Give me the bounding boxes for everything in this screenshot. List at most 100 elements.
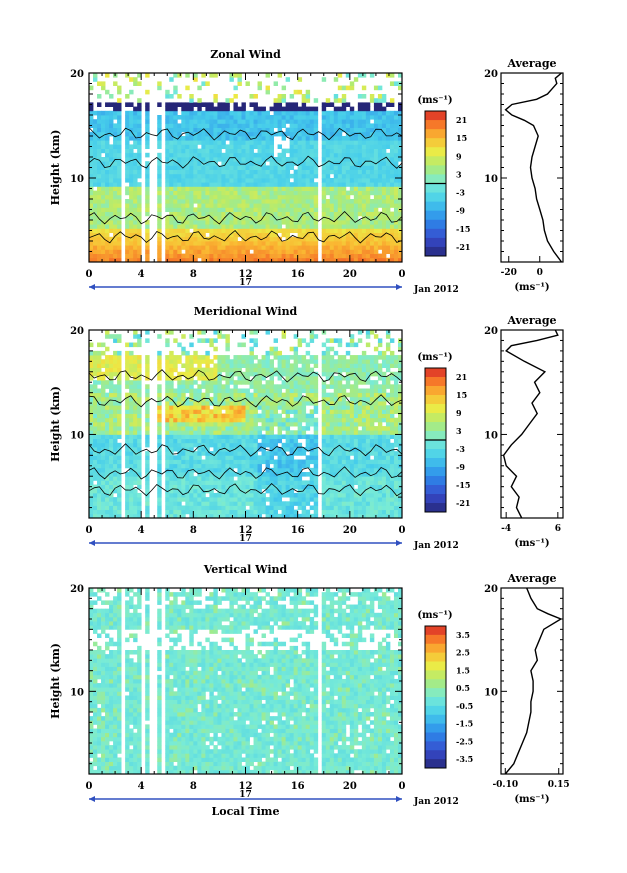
heatmap-cell — [273, 338, 278, 343]
heatmap-cell — [329, 169, 335, 175]
heatmap-cell — [329, 253, 335, 259]
heatmap-cell — [249, 359, 254, 364]
heatmap-cell — [145, 442, 150, 448]
heatmap-cell — [229, 434, 234, 440]
heatmap-cell — [337, 131, 343, 137]
heatmap-cell — [249, 165, 254, 170]
heatmap-cell — [373, 186, 379, 191]
heatmap-cell — [193, 215, 198, 221]
heatmap-cell — [269, 476, 274, 481]
heatmap-cell — [169, 232, 174, 238]
heatmap-cell — [229, 241, 234, 246]
heatmap-cell — [157, 480, 162, 485]
heatmap-cell — [229, 249, 234, 254]
heatmap-cell — [193, 380, 198, 385]
heatmap-cell — [285, 396, 291, 402]
heatmap-cell — [225, 119, 230, 124]
heatmap-cell — [133, 367, 138, 373]
heatmap-cell — [325, 359, 331, 364]
heatmap-cell — [365, 131, 371, 137]
heatmap-cell — [377, 190, 383, 196]
heatmap-cell — [105, 186, 110, 191]
heatmap-cell — [309, 140, 315, 145]
heatmap-cell — [313, 375, 319, 381]
heatmap-cell — [293, 442, 299, 448]
heatmap-cell — [117, 484, 122, 490]
heatmap-cell — [125, 384, 130, 389]
heatmap-cell — [89, 140, 94, 145]
heatmap-cell — [101, 384, 106, 389]
heatmap-cell — [257, 492, 262, 498]
heatmap-cell — [101, 215, 106, 221]
heatmap-cell — [105, 346, 110, 352]
heatmap-cell — [157, 123, 162, 128]
heatmap-cell — [281, 194, 287, 200]
heatmap-cell — [297, 396, 303, 402]
heatmap-cell — [233, 123, 238, 128]
heatmap-cell — [285, 359, 291, 364]
heatmap-cell — [105, 245, 110, 250]
heatmap-cell — [185, 472, 190, 477]
heatmap-cell — [245, 186, 250, 191]
heatmap-cell — [225, 371, 230, 377]
heatmap-cell — [125, 446, 130, 452]
heatmap-cell — [129, 501, 134, 506]
heatmap-cell — [393, 253, 399, 259]
heatmap-cell — [113, 350, 118, 356]
heatmap-cell — [381, 245, 387, 250]
heatmap-cell — [341, 152, 347, 158]
heatmap-cell — [125, 73, 130, 78]
heatmap-cell — [241, 186, 246, 191]
heatmap-cell — [253, 430, 258, 435]
heatmap-cell — [173, 426, 178, 431]
heatmap-cell — [305, 232, 311, 238]
heatmap-cell — [293, 363, 299, 368]
heatmap-cell — [393, 119, 399, 124]
heatmap-cell — [265, 438, 270, 444]
heatmap-cell — [173, 417, 178, 423]
heatmap-cell — [97, 232, 102, 238]
heatmap-cell — [285, 375, 291, 381]
heatmap-cell — [217, 249, 222, 254]
heatmap-cell — [109, 110, 114, 116]
heatmap-cell — [89, 405, 94, 410]
heatmap-cell — [349, 173, 355, 179]
heatmap-cell — [213, 476, 218, 481]
heatmap-cell — [125, 392, 130, 398]
heatmap-cell — [197, 148, 202, 154]
heatmap-cell — [93, 253, 98, 259]
heatmap-cell — [193, 426, 198, 431]
heatmap-cell — [109, 182, 114, 187]
heatmap-cell — [261, 375, 266, 381]
heatmap-cell — [345, 140, 351, 145]
heatmap-cell — [137, 115, 142, 120]
heatmap-cell — [177, 228, 182, 233]
heatmap-cell — [221, 488, 226, 494]
heatmap-cell — [217, 211, 222, 217]
heatmap-cell — [145, 401, 150, 406]
heatmap-cell — [257, 384, 262, 389]
heatmap-cell — [125, 165, 130, 170]
heatmap-cell — [157, 451, 162, 456]
heatmap-cell — [213, 207, 218, 212]
heatmap-cell — [241, 194, 246, 200]
heatmap-cell — [305, 220, 311, 225]
heatmap-cell — [397, 115, 403, 120]
heatmap-cell — [109, 152, 114, 158]
heatmap-cell — [265, 413, 270, 419]
heatmap-cell — [241, 371, 246, 377]
heatmap-cell — [117, 334, 122, 339]
heatmap-cell — [137, 467, 142, 473]
heatmap-cell — [221, 102, 226, 107]
heatmap-cell — [297, 232, 303, 238]
heatmap-cell — [289, 102, 295, 107]
heatmap-cell — [125, 484, 130, 490]
heatmap-cell — [369, 182, 375, 187]
heatmap-cell — [117, 367, 122, 373]
heatmap-cell — [245, 119, 250, 124]
heatmap-cell — [325, 199, 331, 204]
heatmap-cell — [249, 513, 254, 519]
heatmap-cell — [309, 334, 315, 339]
heatmap-cell — [125, 463, 130, 469]
heatmap-cell — [169, 430, 174, 435]
